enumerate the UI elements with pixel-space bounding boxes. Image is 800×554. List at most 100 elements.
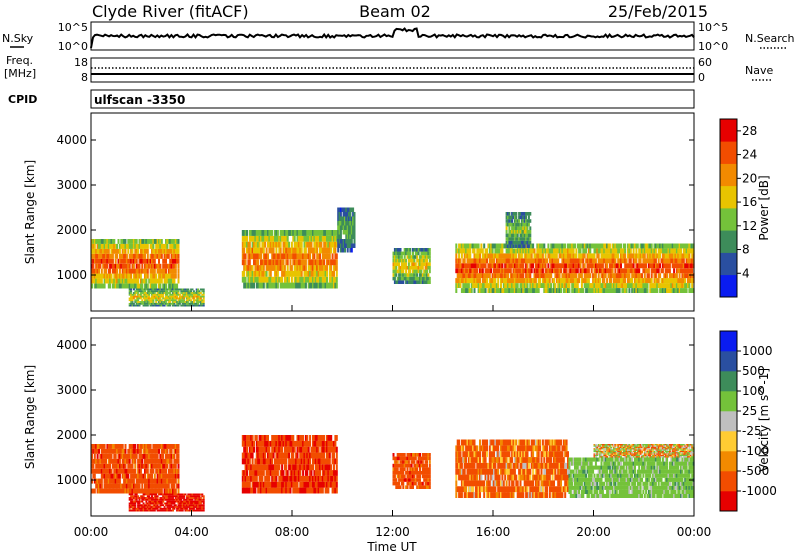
power-echo-cell [148,288,151,291]
power-echo-cell [417,269,420,274]
velocity-echo-cell [262,458,265,465]
power-echo-cell [117,248,120,254]
power-echo-cell [243,235,246,242]
power-echo-cell [392,258,395,263]
velocity-echo-cell [172,502,174,505]
power-echo-cell [426,251,428,256]
power-echo-cell [611,268,614,274]
power-echo-cell [469,278,472,284]
velocity-echo-cell [134,448,137,454]
power-echo-cell [348,212,350,217]
velocity-echo-cell [142,498,145,501]
power-echo-cell [615,263,618,269]
power-echo-cell [466,263,469,269]
velocity-echo-cell [167,509,170,512]
power-echo-cell [174,304,177,307]
power-echo-cell [100,239,103,244]
power-echo-cell [681,288,684,293]
power-echo-cell [508,233,511,238]
power-echo-cell [607,273,610,279]
power-echo-cell [290,276,293,283]
power-echo-cell [650,243,653,249]
power-echo-cell [643,268,646,274]
velocity-echo-cell [198,500,201,503]
power-echo-cell [313,241,316,248]
velocity-echo-cell [160,448,163,454]
power-echo-cell [476,268,479,274]
power-echo-cell [407,276,410,281]
power-echo-cell [426,255,428,259]
power-echo-cell [642,268,645,274]
power-echo-cell [289,253,292,260]
velocity-echo-cell [109,473,112,479]
power-echo-cell [583,263,586,269]
power-echo-cell [582,243,585,249]
velocity-echo-cell [163,483,166,489]
power-echo-cell [562,288,565,293]
power-echo-cell [481,288,484,293]
power-echo-cell [162,302,165,305]
power-echo-cell [335,230,338,236]
power-echo-cell [508,248,511,254]
power-echo-cell [511,278,514,284]
velocity-echo-cell [243,446,246,453]
power-echo-cell [134,273,137,279]
velocity-echo-cell [174,473,177,479]
velocity-echo-cell [132,448,135,454]
velocity-echo-cell [165,458,167,464]
velocity-echo-cell [251,470,254,476]
power-echo-cell [547,263,550,269]
power-echo-cell [636,288,639,293]
velocity-echo-cell [274,440,276,447]
velocity-echo-cell [246,440,248,447]
velocity-echo-cell [166,493,169,496]
power-echo-cell [180,297,183,300]
power-echo-cell [671,243,674,249]
velocity-echo-cell [247,440,250,447]
power-echo-cell [571,273,574,279]
velocity-echo-cell [134,473,137,479]
power-echo-cell [525,258,528,264]
power-echo-cell [279,247,282,254]
power-echo-cell [477,283,480,288]
velocity-echo-cell [199,500,202,503]
power-echo-cell [456,273,459,279]
power-echo-cell [677,258,680,264]
power-echo-cell [156,290,159,293]
power-echo-cell [177,273,180,279]
power-echo-cell [262,276,265,283]
power-echo-cell [477,248,480,254]
power-echo-cell [187,304,190,307]
power-echo-cell [337,216,340,221]
power-echo-cell [592,253,595,259]
power-echo-cell [564,243,567,249]
power-echo-cell [639,248,642,254]
power-echo-cell [165,258,167,264]
power-echo-cell [500,278,502,284]
power-echo-cell [261,241,264,248]
power-echo-cell [494,283,497,288]
power-echo-cell [158,297,160,300]
power-echo-cell [155,302,158,305]
power-echo-cell [529,283,532,288]
velocity-echo-cell [255,446,258,453]
velocity-echo-cell [267,487,269,494]
power-echo-cell [289,230,292,236]
power-echo-cell [283,265,286,271]
velocity-echo-cell [117,458,120,464]
power-echo-cell [113,268,116,274]
power-echo-cell [155,304,158,307]
power-echo-cell [673,273,676,279]
velocity-echo-cell [134,498,137,501]
power-echo-cell [127,278,130,284]
velocity-echo-cell [109,458,112,464]
power-echo-cell [272,235,275,242]
power-echo-cell [135,283,138,289]
power-echo-cell [114,243,117,249]
power-echo-cell [508,278,511,284]
power-echo-cell [138,253,141,259]
power-echo-cell [412,255,414,259]
velocity-echo-cell [102,468,105,474]
power-echo-cell [319,265,321,271]
velocity-echo-cell [173,453,176,459]
